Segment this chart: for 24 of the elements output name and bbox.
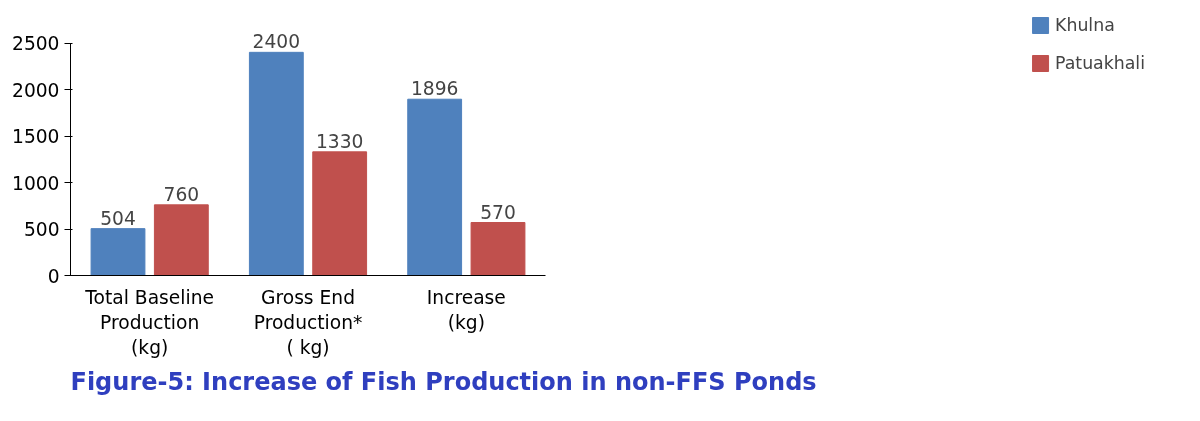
data-label: 2400 [252, 31, 301, 53]
x-tick-label: Total Baseline Production (kg) [84, 286, 214, 358]
data-label: 1330 [315, 130, 364, 152]
x-tick-label: Increase (kg) [426, 286, 506, 333]
bar [90, 228, 146, 276]
y-tick-label: 2000 [12, 79, 60, 101]
bar [153, 204, 209, 276]
y-tick-label: 0 [47, 265, 60, 287]
data-label: 570 [480, 201, 516, 223]
text: Figure-5: Increase of Fish Production in non-FFS Ponds [70, 367, 817, 396]
data-label: 1896 [410, 78, 459, 100]
y-tick-label: 2500 [12, 33, 60, 55]
bar [407, 98, 463, 276]
y-tick-label: 1500 [12, 126, 60, 148]
legend-label: Patuakhali [1055, 53, 1145, 73]
bar [248, 51, 304, 276]
data-label: 760 [163, 183, 200, 205]
legend-label: Khulna [1055, 15, 1115, 35]
data-label: 504 [100, 207, 136, 229]
y-tick-label: 500 [23, 219, 60, 241]
y-tick-label: 1000 [12, 172, 60, 194]
bar [312, 151, 368, 276]
bar [470, 222, 526, 276]
x-tick-label: Gross End Production* ( kg) [253, 286, 363, 358]
